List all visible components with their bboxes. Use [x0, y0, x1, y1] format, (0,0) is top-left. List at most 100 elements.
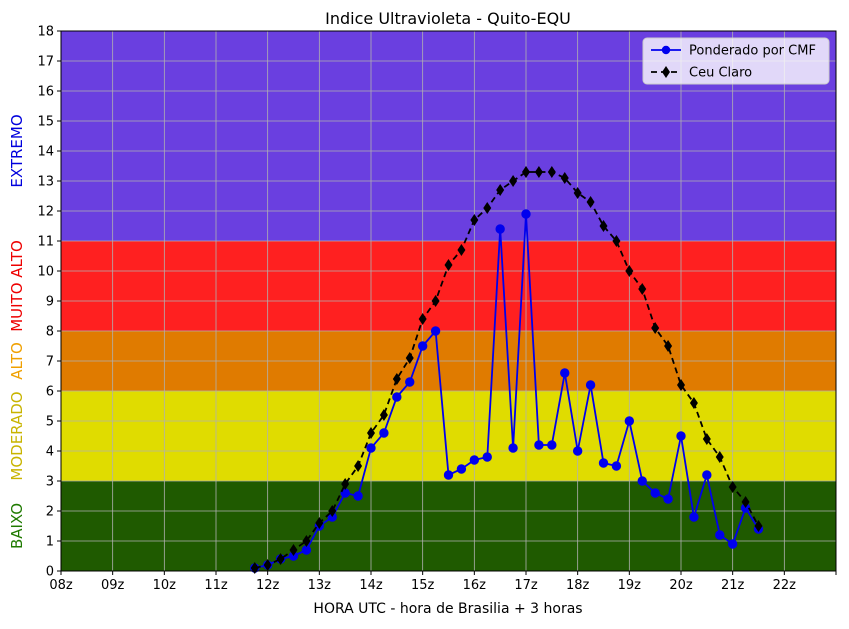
- y-tick-label: 12: [37, 205, 54, 220]
- y-tick-label: 6: [46, 385, 54, 400]
- y-tick-label: 2: [46, 505, 54, 520]
- data-point: [469, 455, 480, 465]
- data-point: [702, 470, 712, 480]
- y-tick-label: 15: [37, 115, 54, 130]
- data-point: [430, 326, 441, 336]
- data-point: [405, 377, 415, 387]
- data-point: [482, 452, 492, 462]
- data-point: [611, 461, 622, 471]
- data-point: [456, 464, 467, 474]
- band-label: BAIXO: [8, 503, 26, 549]
- band-muito-alto: [61, 241, 836, 331]
- data-point: [522, 166, 530, 178]
- data-point: [560, 172, 569, 184]
- data-point: [754, 520, 763, 532]
- data-point: [405, 352, 414, 364]
- data-point: [443, 470, 454, 480]
- data-point: [276, 553, 285, 565]
- data-point: [702, 433, 711, 445]
- x-axis-label: HORA UTC - hora de Brasilia + 3 horas: [313, 601, 582, 617]
- data-point: [431, 295, 440, 307]
- y-tick-label: 3: [46, 475, 54, 490]
- data-point: [650, 488, 660, 498]
- x-tick-label: 17z: [514, 578, 538, 593]
- data-point: [547, 440, 557, 450]
- band-labels: BAIXO MODERADO ALTO MUITO ALTO EXTREMO: [8, 114, 26, 549]
- data-point: [379, 428, 389, 438]
- data-point: [457, 244, 466, 256]
- series-layer: [250, 166, 764, 574]
- data-point: [418, 313, 427, 325]
- band-baixo: [61, 481, 836, 571]
- data-point: [598, 458, 609, 468]
- chart-title: Indice Ultravioleta - Quito-EQU: [325, 9, 571, 28]
- data-point: [612, 235, 621, 247]
- data-point: [302, 535, 311, 547]
- legend-box: [642, 37, 830, 85]
- data-point: [496, 184, 505, 196]
- x-tick-label: 18z: [566, 578, 590, 593]
- legend-marker: [661, 45, 671, 55]
- y-tick-label: 14: [37, 145, 54, 160]
- x-tick-label: 22z: [773, 578, 797, 593]
- data-point: [663, 494, 673, 504]
- band-label: MUITO ALTO: [8, 240, 26, 332]
- data-point: [586, 196, 595, 208]
- band-label: EXTREMO: [8, 114, 26, 187]
- y-tick-label: 13: [37, 175, 54, 190]
- y-tick-label: 7: [46, 355, 54, 370]
- legend-label: Ceu Claro: [689, 66, 752, 81]
- x-tick-label: 15z: [411, 578, 435, 593]
- data-point: [328, 505, 337, 517]
- data-point: [689, 397, 698, 409]
- band-label: ALTO: [8, 342, 26, 380]
- y-tick-label: 17: [37, 55, 54, 70]
- data-point: [727, 539, 738, 549]
- data-point: [560, 368, 570, 378]
- data-point: [689, 512, 699, 522]
- data-point: [573, 187, 582, 199]
- data-point: [624, 416, 635, 426]
- data-point: [599, 220, 608, 232]
- x-tick-label: 20z: [669, 578, 693, 593]
- x-tick-label: 08z: [49, 578, 73, 593]
- y-tick-label: 18: [37, 25, 54, 40]
- data-point: [676, 431, 686, 441]
- y-tick-label: 11: [37, 235, 54, 250]
- data-point: [367, 427, 375, 439]
- data-point: [366, 443, 376, 453]
- data-point: [728, 481, 737, 493]
- data-point: [289, 544, 298, 556]
- y-tick-label: 16: [37, 85, 54, 100]
- data-point: [534, 440, 544, 450]
- legend-label: Ponderado por CMF: [689, 44, 816, 59]
- data-point: [572, 446, 583, 456]
- x-tick-label: 13z: [308, 578, 332, 593]
- data-point: [625, 265, 634, 277]
- data-point: [651, 322, 660, 334]
- data-point: [637, 476, 647, 486]
- x-tick-label: 16z: [463, 578, 487, 593]
- data-point: [392, 392, 402, 402]
- data-point: [534, 166, 543, 178]
- series-line-1: [254, 171, 760, 569]
- y-tick-label: 0: [46, 565, 54, 580]
- data-point: [508, 443, 518, 453]
- axes: 08z 09z 10z 11z 12z 13z 14z 15z 16z 17z 18z 19z 20z 2…: [37, 25, 837, 593]
- data-point: [495, 224, 505, 234]
- data-point: [379, 409, 388, 421]
- data-point: [417, 341, 428, 351]
- x-tick-label: 19z: [618, 578, 642, 593]
- data-point: [521, 209, 531, 219]
- series-line-0: [254, 213, 760, 569]
- data-point: [341, 478, 350, 490]
- data-point: [483, 202, 492, 214]
- y-tick-label: 4: [46, 445, 54, 460]
- data-point: [444, 259, 453, 271]
- x-tick-label: 12z: [256, 578, 280, 593]
- data-point: [392, 373, 401, 385]
- data-point: [715, 530, 725, 540]
- data-point: [263, 559, 272, 571]
